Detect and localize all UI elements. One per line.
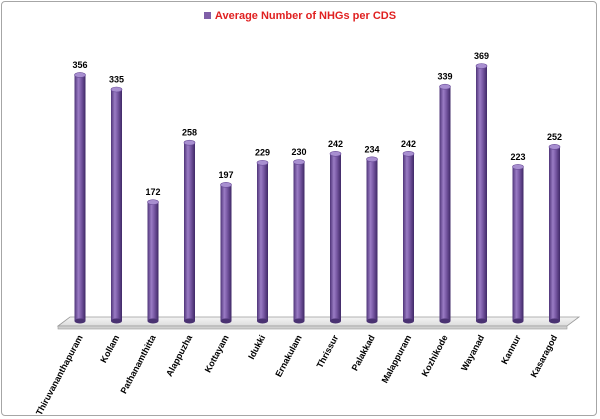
bar-thiruvananthapuram	[74, 72, 86, 324]
legend-swatch	[203, 12, 211, 19]
bar-cap	[366, 156, 378, 163]
bar-body	[330, 153, 341, 321]
category-label: Kasaragod	[529, 333, 560, 379]
bar-base	[366, 318, 378, 324]
category-label: Kollam	[98, 333, 121, 364]
bar-base	[293, 318, 305, 324]
legend: Average Number of NHGs per CDS	[0, 10, 600, 22]
bar-palakkad	[366, 156, 378, 324]
bar-body	[476, 66, 487, 321]
category-label: Alappuzha	[164, 332, 195, 378]
bar-cap	[402, 150, 415, 157]
bar-base	[147, 318, 159, 324]
legend-label: Average Number of NHGs per CDS	[214, 10, 397, 22]
bar-cap	[183, 139, 196, 146]
category-label: Kottayam	[203, 333, 231, 374]
bar-cap	[74, 72, 86, 78]
bar-alappuzha	[183, 139, 196, 324]
bar-kozhikode	[439, 83, 451, 324]
bar-kannur	[512, 164, 524, 324]
bar-body	[549, 146, 560, 321]
bar-pathanamthitta	[147, 199, 159, 324]
value-label: 197	[218, 170, 233, 180]
bar-base	[476, 318, 487, 324]
bar-body	[439, 86, 451, 321]
category-label: Kozhikode	[420, 333, 450, 378]
value-label: 242	[328, 139, 343, 149]
value-label: 230	[291, 147, 306, 157]
bar-cap	[110, 86, 123, 93]
value-label: 258	[182, 128, 197, 138]
value-label: 252	[547, 132, 562, 142]
bar-ernakulam	[293, 159, 305, 324]
bar-body	[257, 162, 268, 321]
bar-thrissur	[329, 150, 342, 324]
bar-base	[549, 318, 560, 324]
value-label: 242	[401, 139, 416, 149]
category-label: Thiruvananthapuram	[34, 333, 85, 417]
bar-base	[512, 318, 524, 324]
chart-floor	[56, 316, 581, 327]
bar-cap	[475, 63, 488, 69]
chart-floor-edge	[57, 325, 568, 330]
bar-cap	[329, 150, 342, 157]
bar-body	[403, 153, 414, 321]
bar-body	[293, 162, 305, 321]
value-label: 229	[255, 148, 270, 158]
category-label: Palakkad	[350, 333, 377, 372]
bar-base	[74, 318, 86, 324]
bar-kasaragod	[548, 144, 561, 324]
bar-base	[330, 318, 341, 324]
category-label: Pathanamthitta	[118, 332, 158, 395]
bar-base	[403, 318, 414, 324]
bar-base	[184, 318, 195, 324]
bar-kollam	[110, 86, 123, 324]
bar-cap	[512, 164, 524, 170]
bar-base	[439, 318, 451, 324]
bar-malappuram	[402, 150, 415, 324]
value-label: 172	[145, 187, 160, 197]
bar-cap	[147, 199, 159, 205]
value-label: 356	[72, 60, 87, 70]
category-label: Malappuram	[380, 333, 414, 385]
bar-body	[366, 159, 378, 321]
bar-cap	[548, 144, 561, 150]
bar-cap	[293, 159, 305, 165]
bar-body	[220, 184, 232, 321]
bar-body	[512, 166, 524, 321]
category-label: Idukki	[246, 333, 267, 361]
bar-body	[147, 202, 159, 321]
category-label: Thrissur	[315, 333, 341, 370]
bar-cap	[439, 83, 451, 90]
bar-cap	[220, 182, 232, 188]
bar-body	[111, 89, 122, 321]
bar-body	[74, 74, 86, 322]
bar-idukki	[256, 159, 269, 324]
bar-body	[184, 142, 195, 321]
category-label: Ernakulam	[273, 333, 303, 378]
bar-cap	[256, 159, 269, 166]
bar-base	[220, 318, 232, 324]
bar-base	[111, 318, 122, 324]
category-label: Wayanad	[459, 333, 486, 372]
value-label: 223	[510, 152, 525, 162]
bar-kottayam	[220, 182, 232, 324]
bar-wayanad	[475, 63, 488, 324]
value-label: 234	[364, 144, 379, 154]
category-label: Kannur	[499, 333, 523, 366]
value-label: 369	[474, 51, 489, 61]
value-label: 339	[437, 72, 452, 82]
bar-base	[257, 318, 268, 324]
value-label: 335	[109, 74, 124, 84]
